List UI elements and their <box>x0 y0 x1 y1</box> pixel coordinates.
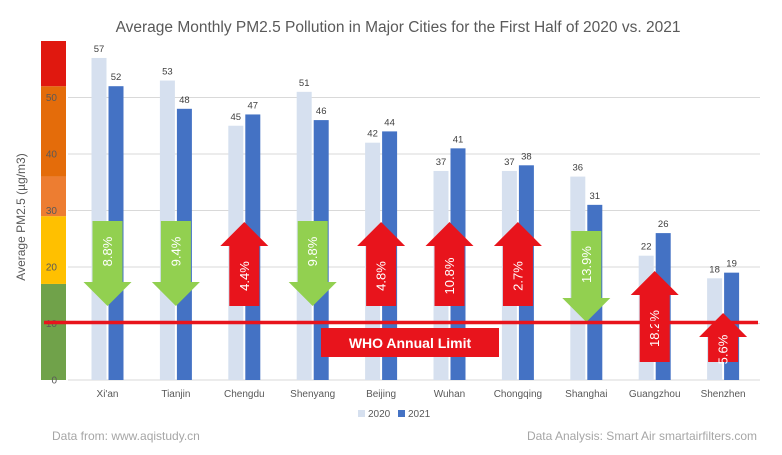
y-tick-40: 40 <box>46 150 58 161</box>
aqi-band-5 <box>41 41 66 87</box>
value-label-2020-beijing: 42 <box>367 129 378 140</box>
change-arrow-guangzhou <box>630 271 679 362</box>
x-tick-shenyang: Shenyang <box>290 389 335 400</box>
x-tick-labels: Xi'an Tianjin Chengdu Shenyang Beijing Wuhan C… <box>97 389 746 400</box>
value-label-2021-guangzhou: 26 <box>658 219 669 230</box>
value-label-2020-chengdu: 45 <box>231 112 242 123</box>
y-tick-labels: 0 10 20 30 40 50 <box>46 93 58 387</box>
value-label-2021-shanghai: 31 <box>590 191 601 202</box>
analysis-credit: Data Analysis: Smart Air smartairfilters… <box>527 429 757 443</box>
y-tick-30: 30 <box>46 206 58 217</box>
legend-label-2021: 2021 <box>408 409 431 420</box>
legend-swatch-2021 <box>398 410 405 417</box>
aqi-band-1 <box>41 283 66 380</box>
bar-2020-xi-an <box>91 57 107 380</box>
legend-label-2020: 2020 <box>368 409 391 420</box>
change-arrow-shenyang <box>288 221 337 306</box>
x-tick-wuhan: Wuhan <box>434 389 466 400</box>
data-source-note: Data from: www.aqistudy.cn <box>52 429 200 443</box>
change-label-tianjin: 9.4% <box>168 236 183 266</box>
change-label-shenyang: 9.8% <box>305 236 320 266</box>
aqi-band-4 <box>41 86 66 177</box>
value-label-2020-xi-an: 57 <box>94 44 105 55</box>
value-label-2021-wuhan: 41 <box>453 134 464 145</box>
y-tick-0: 0 <box>51 376 57 387</box>
aqi-band-2 <box>41 216 66 284</box>
value-label-2021-beijing: 44 <box>384 117 395 128</box>
legend: 2020 2021 <box>358 409 431 420</box>
change-label-shenzhen: 5.6% <box>716 334 731 364</box>
value-label-2020-shenyang: 51 <box>299 78 310 89</box>
change-arrow-beijing <box>357 222 406 306</box>
aqi-band-3 <box>41 176 66 217</box>
change-arrow-shenzhen <box>699 313 748 362</box>
value-label-2020-wuhan: 37 <box>436 157 447 168</box>
value-label-2021-shenyang: 46 <box>316 106 327 117</box>
change-arrow-shanghai <box>562 231 611 322</box>
y-tick-10: 10 <box>46 319 58 330</box>
x-tick-xi-an: Xi'an <box>97 389 119 400</box>
legend-swatch-2020 <box>358 410 365 417</box>
x-tick-guangzhou: Guangzhou <box>629 389 681 400</box>
change-label-guangzhou: 18.2% <box>647 310 662 347</box>
who-label: WHO Annual Limit <box>349 335 472 351</box>
y-axis-label: Average PM2.5 (µg/m3) <box>14 153 28 280</box>
change-arrow-chongqing <box>493 222 542 306</box>
aqi-color-bands <box>41 41 66 380</box>
x-tick-shenzhen: Shenzhen <box>701 389 746 400</box>
y-tick-50: 50 <box>46 93 58 104</box>
value-label-2021-xi-an: 52 <box>111 72 122 83</box>
change-arrow-wuhan <box>425 222 474 306</box>
change-label-chengdu: 4.4% <box>237 261 252 291</box>
change-label-wuhan: 10.8% <box>442 257 457 294</box>
x-tick-shanghai: Shanghai <box>565 389 607 400</box>
x-tick-beijing: Beijing <box>366 389 396 400</box>
change-arrow-chengdu <box>220 222 269 306</box>
change-arrow-xi-an <box>83 221 132 306</box>
value-label-2020-chongqing: 37 <box>504 157 515 168</box>
x-tick-tianjin: Tianjin <box>161 389 190 400</box>
value-label-2020-guangzhou: 22 <box>641 242 652 253</box>
change-label-chongqing: 2.7% <box>510 261 525 291</box>
change-label-shanghai: 13.9% <box>579 246 594 283</box>
value-label-2020-shanghai: 36 <box>573 163 584 174</box>
value-label-2021-shenzhen: 19 <box>726 259 737 270</box>
change-arrows: 8.8% 9.4% 4.4% 9.8% 4.8% 10.8% 2.7% 13.9% 18.2% 5… <box>83 221 748 364</box>
value-label-2020-tianjin: 53 <box>162 67 173 78</box>
value-label-2021-chongqing: 38 <box>521 151 532 162</box>
value-label-2021-tianjin: 48 <box>179 95 190 106</box>
value-label-2021-chengdu: 47 <box>248 100 259 111</box>
x-tick-chengdu: Chengdu <box>224 389 265 400</box>
who-label-box <box>321 328 499 357</box>
who-annual-limit: WHO Annual Limit <box>44 320 758 357</box>
change-arrow-tianjin <box>151 221 200 306</box>
change-label-xi-an: 8.8% <box>100 236 115 266</box>
y-tick-20: 20 <box>46 263 58 274</box>
x-tick-chongqing: Chongqing <box>494 389 542 400</box>
chart-title: Average Monthly PM2.5 Pollution in Major… <box>116 19 681 36</box>
data-labels: 57 52 53 48 45 47 51 46 42 44 37 41 37 38 36 31 22 26 18 19 <box>94 44 737 275</box>
change-label-beijing: 4.8% <box>374 261 389 291</box>
value-label-2020-shenzhen: 18 <box>709 264 720 275</box>
